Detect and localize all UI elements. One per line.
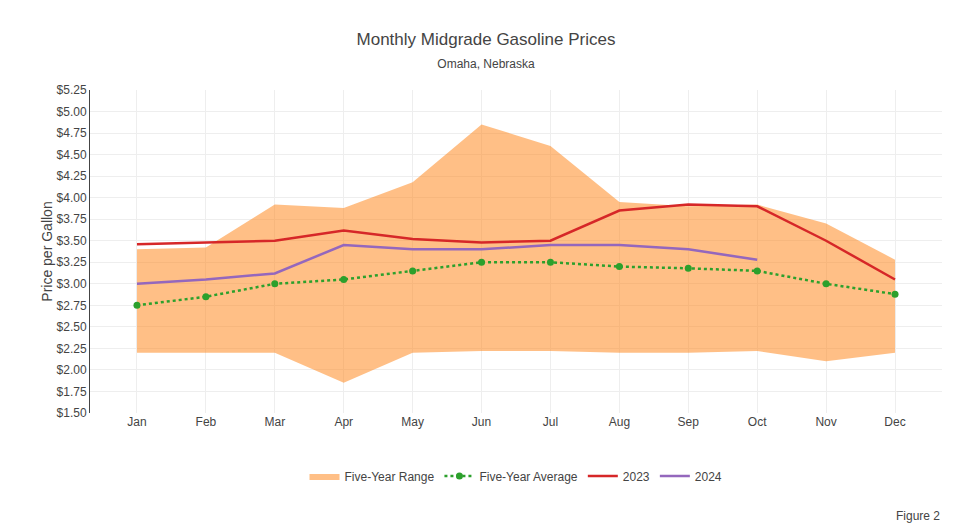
svg-text:$3.75: $3.75	[57, 212, 87, 226]
svg-text:$4.00: $4.00	[57, 191, 87, 205]
svg-text:Aug: Aug	[609, 415, 630, 429]
svg-text:$1.50: $1.50	[57, 406, 87, 420]
svg-text:$3.00: $3.00	[57, 277, 87, 291]
svg-text:$1.75: $1.75	[57, 385, 87, 399]
svg-text:$5.00: $5.00	[57, 105, 87, 119]
svg-text:$4.50: $4.50	[57, 148, 87, 162]
svg-text:$5.25: $5.25	[57, 83, 87, 97]
svg-text:Figure 2: Figure 2	[896, 509, 940, 523]
svg-text:$2.75: $2.75	[57, 299, 87, 313]
svg-text:Price per Gallon: Price per Gallon	[39, 201, 55, 301]
svg-text:Omaha, Nebraska: Omaha, Nebraska	[437, 57, 535, 71]
svg-text:May: May	[401, 415, 424, 429]
svg-text:$3.25: $3.25	[57, 255, 87, 269]
svg-text:Oct: Oct	[748, 415, 767, 429]
svg-text:Jul: Jul	[543, 415, 558, 429]
svg-text:Nov: Nov	[815, 415, 836, 429]
svg-text:Mar: Mar	[264, 415, 285, 429]
svg-text:$2.00: $2.00	[57, 363, 87, 377]
svg-text:$3.50: $3.50	[57, 234, 87, 248]
svg-text:$2.25: $2.25	[57, 342, 87, 356]
svg-text:Monthly Midgrade Gasoline Pric: Monthly Midgrade Gasoline Prices	[357, 30, 616, 49]
svg-text:2024: 2024	[695, 470, 722, 484]
svg-text:Sep: Sep	[678, 415, 700, 429]
svg-text:$2.50: $2.50	[57, 320, 87, 334]
svg-text:Dec: Dec	[884, 415, 905, 429]
svg-text:Jun: Jun	[472, 415, 491, 429]
svg-text:Five-Year Average: Five-Year Average	[479, 470, 577, 484]
svg-text:$4.75: $4.75	[57, 126, 87, 140]
svg-text:Jan: Jan	[127, 415, 146, 429]
svg-text:Five-Year Range: Five-Year Range	[345, 470, 435, 484]
svg-text:Apr: Apr	[334, 415, 353, 429]
svg-text:$4.25: $4.25	[57, 169, 87, 183]
svg-text:Feb: Feb	[196, 415, 217, 429]
svg-text:2023: 2023	[623, 470, 650, 484]
